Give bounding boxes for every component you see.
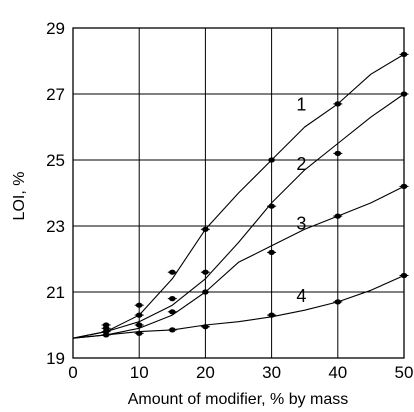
x-tick-label: 20 [196,363,215,382]
series-1-marker [134,302,144,308]
series-4-marker [267,312,277,318]
series-label-2: 2 [296,154,306,174]
series-1-marker [267,157,277,163]
series-3-marker [167,309,177,315]
series-1-line [72,53,405,339]
y-tick-label: 23 [46,217,65,236]
series-1-marker [167,269,177,275]
data-markers [101,51,409,338]
series-1-marker [333,101,343,107]
series-4-marker [333,299,343,305]
y-tick-label: 25 [46,151,65,170]
y-tick-label: 27 [46,85,65,104]
plot-frame [72,27,405,359]
series-3-marker [134,322,144,328]
series-3-line [72,185,405,339]
series-2-marker [267,203,277,209]
series-4-marker [101,332,111,338]
x-axis-title: Amount of modifier, % by mass [128,391,349,408]
series-2-marker [200,269,210,275]
series-labels: 1 2 3 4 [296,95,306,306]
series-1-marker [200,226,210,232]
series-4-marker [167,327,177,333]
series-4-marker [134,330,144,336]
x-tick-label: 30 [262,363,281,382]
x-tick-label: 50 [395,363,414,382]
series-label-4: 4 [296,286,306,306]
series-2-marker [167,296,177,302]
y-axis-title: LOI, % [11,172,28,221]
y-tick-label: 29 [46,19,65,38]
series-2-line [72,93,405,339]
series-3-marker [200,289,210,295]
series-4-line [72,274,405,339]
y-tick-label: 19 [46,349,65,368]
series-2-marker [333,150,343,156]
series-4-marker [200,324,210,330]
x-tick-label: 0 [68,363,77,382]
series-2-marker [134,312,144,318]
y-tick-label: 21 [46,283,65,302]
series-3-marker [267,249,277,255]
x-tick-label: 10 [130,363,149,382]
series-3-marker [333,213,343,219]
series-label-1: 1 [296,95,306,115]
x-tick-label: 40 [328,363,347,382]
series-curves [72,53,405,339]
series-label-3: 3 [296,213,306,233]
